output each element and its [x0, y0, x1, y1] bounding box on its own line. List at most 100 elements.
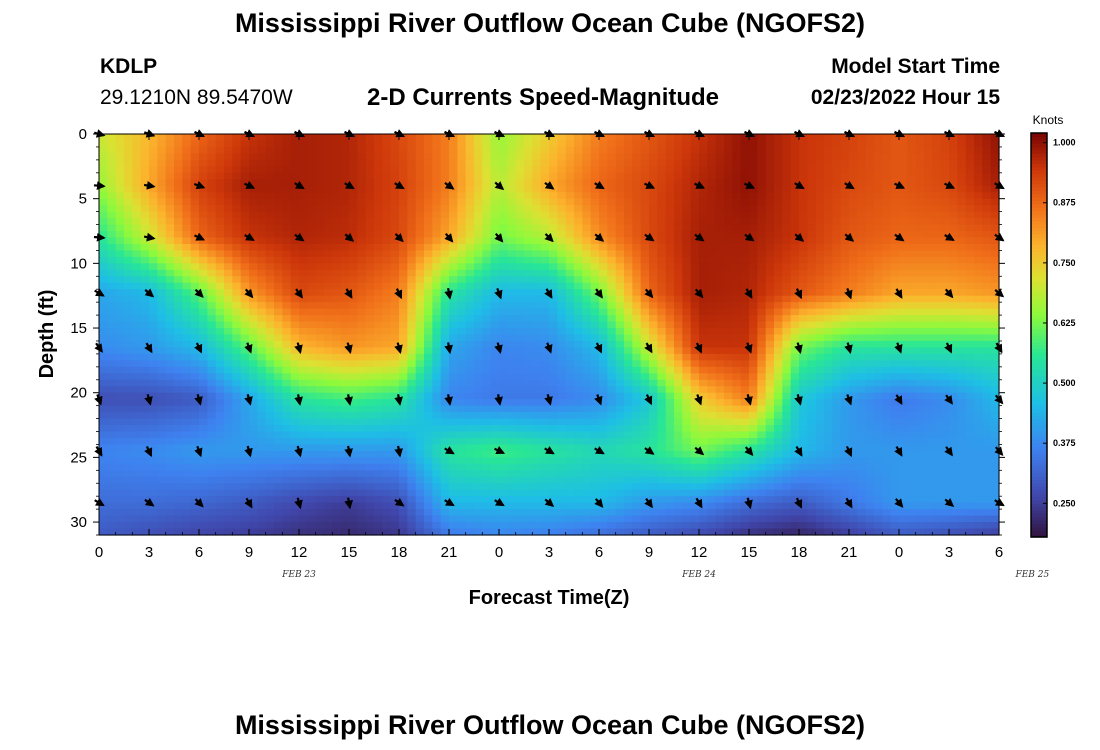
- heatmap-cell: [524, 224, 533, 232]
- heatmap-cell: [449, 192, 458, 200]
- heatmap-cell: [982, 276, 992, 284]
- heatmap-cell: [732, 179, 742, 187]
- heatmap-cell: [949, 282, 958, 290]
- heatmap-cell: [524, 366, 533, 374]
- heatmap-cell: [324, 328, 333, 336]
- heatmap-cell: [265, 340, 275, 349]
- heatmap-cell: [157, 263, 167, 271]
- heatmap-cell: [549, 328, 558, 336]
- heatmap-cell: [390, 172, 400, 180]
- heatmap-cell: [749, 340, 758, 349]
- heatmap-cell: [115, 146, 125, 155]
- heatmap-cell: [182, 282, 192, 290]
- heatmap-cell: [632, 218, 642, 226]
- heatmap-cell: [440, 250, 450, 258]
- heatmap-cell: [140, 146, 150, 155]
- heatmap-cell: [582, 373, 592, 381]
- heatmap-cell: [815, 334, 825, 342]
- heatmap-cell: [549, 379, 558, 387]
- heatmap-cell: [157, 205, 167, 213]
- heatmap-cell: [365, 328, 375, 336]
- heatmap-cell: [799, 269, 808, 277]
- heatmap-cell: [640, 185, 650, 193]
- heatmap-cell: [799, 205, 808, 213]
- heatmap-cell: [857, 399, 867, 407]
- heatmap-cell: [365, 243, 375, 252]
- heatmap-cell: [615, 198, 625, 206]
- heatmap-cell: [224, 276, 233, 284]
- heatmap-cell: [524, 276, 533, 284]
- heatmap-cell: [574, 392, 583, 400]
- heatmap-cell: [524, 340, 533, 349]
- heatmap-cell: [582, 256, 592, 264]
- heatmap-cell: [432, 399, 442, 407]
- heatmap-cell: [124, 321, 133, 329]
- heatmap-cell: [215, 334, 225, 342]
- heatmap-cell: [99, 256, 108, 264]
- heatmap-cell: [257, 360, 267, 368]
- heatmap-cell: [374, 366, 383, 374]
- heatmap-cell: [132, 340, 142, 349]
- heatmap-cell: [257, 392, 267, 400]
- heatmap-cell: [774, 243, 783, 252]
- heatmap-cell: [482, 360, 492, 368]
- heatmap-cell: [924, 405, 933, 413]
- heatmap-cell: [124, 282, 133, 290]
- heatmap-cell: [782, 250, 792, 258]
- heatmap-cell: [690, 315, 700, 323]
- heatmap-cell: [974, 392, 983, 400]
- heatmap-cell: [724, 211, 733, 219]
- heatmap-cell: [749, 302, 758, 310]
- heatmap-cell: [190, 386, 200, 394]
- heatmap-cell: [424, 360, 433, 368]
- heatmap-cell: [682, 166, 692, 174]
- heatmap-cell: [615, 289, 625, 297]
- heatmap-cell: [265, 373, 275, 381]
- heatmap-cell: [649, 192, 658, 200]
- heatmap-cell: [107, 166, 117, 174]
- heatmap-cell: [974, 412, 983, 420]
- heatmap-cell: [865, 315, 875, 323]
- heatmap-cell: [965, 250, 975, 258]
- heatmap-cell: [532, 243, 542, 252]
- heatmap-cell: [874, 392, 883, 400]
- heatmap-cell: [565, 243, 575, 252]
- heatmap-cell: [832, 159, 842, 167]
- heatmap-cell: [424, 399, 433, 407]
- heatmap-cell: [265, 328, 275, 336]
- heatmap-cell: [640, 263, 650, 271]
- heatmap-cell: [299, 211, 308, 219]
- heatmap-cell: [949, 360, 958, 368]
- heatmap-cell: [932, 347, 942, 355]
- heatmap-cell: [824, 211, 833, 219]
- heatmap-cell: [707, 198, 717, 206]
- heatmap-cell: [982, 218, 992, 226]
- heatmap-cell: [874, 205, 883, 213]
- heatmap-cell: [857, 425, 867, 433]
- heatmap-cell: [249, 282, 258, 290]
- heatmap-cell: [607, 399, 617, 407]
- heatmap-cell: [449, 425, 458, 433]
- heatmap-cell: [399, 308, 408, 316]
- heatmap-cell: [624, 321, 633, 329]
- heatmap-cell: [807, 315, 817, 323]
- heatmap-cell: [107, 185, 117, 193]
- heatmap-cell: [465, 166, 475, 174]
- heatmap-cell: [624, 211, 633, 219]
- heatmap-cell: [407, 405, 417, 413]
- heatmap-cell: [715, 302, 725, 310]
- heatmap-cell: [390, 140, 400, 148]
- heatmap-cell: [374, 231, 383, 239]
- heatmap-cell: [249, 366, 258, 374]
- heatmap-cell: [840, 134, 850, 142]
- heatmap-cell: [449, 256, 458, 264]
- heatmap-cell: [774, 399, 783, 407]
- heatmap-cell: [165, 392, 175, 400]
- heatmap-cell: [549, 412, 558, 420]
- heatmap-cell: [857, 192, 867, 200]
- heatmap-cell: [824, 360, 833, 368]
- heatmap-cell: [832, 418, 842, 426]
- heatmap-cell: [365, 237, 375, 245]
- heatmap-cell: [174, 205, 183, 213]
- heatmap-cell: [824, 418, 833, 426]
